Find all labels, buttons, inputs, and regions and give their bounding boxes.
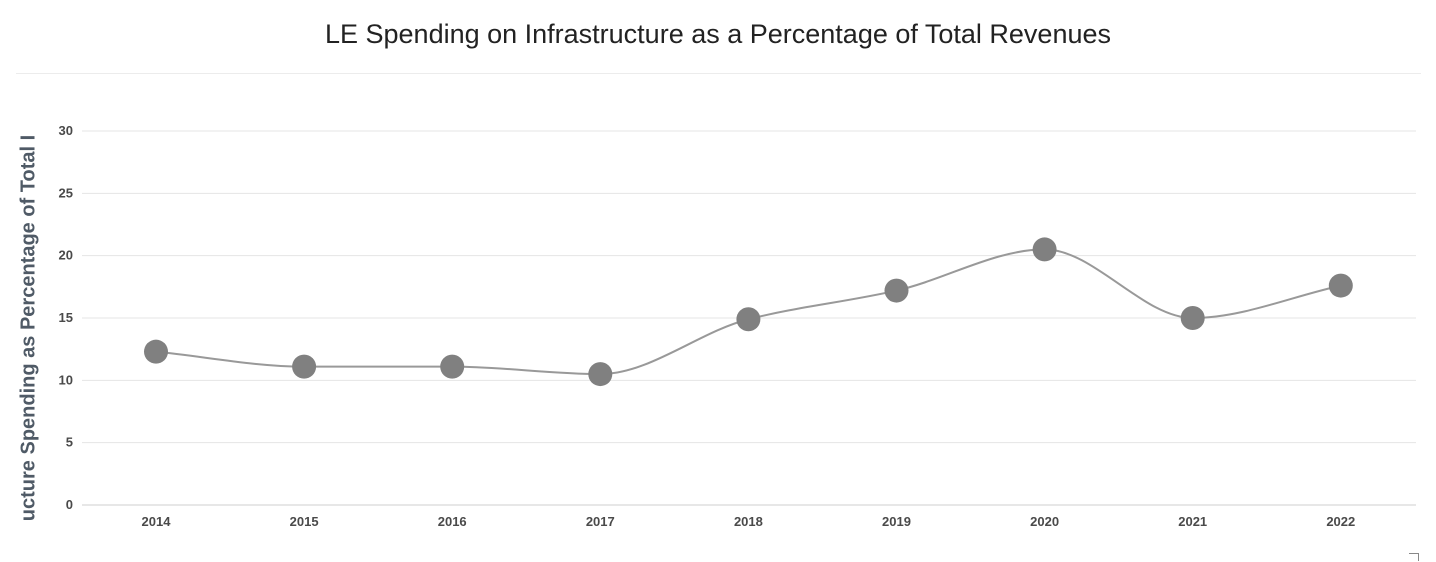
x-tick-label: 2022 xyxy=(1326,514,1355,529)
grid-layer xyxy=(82,130,1416,506)
x-tick-label: 2017 xyxy=(586,514,615,529)
data-point-2017[interactable] xyxy=(588,362,613,387)
x-tick-label: 2019 xyxy=(882,514,911,529)
data-point-2016[interactable] xyxy=(440,354,465,379)
data-point-2018[interactable] xyxy=(736,307,761,332)
y-tick-label: 15 xyxy=(59,310,73,325)
y-tick-label: 0 xyxy=(66,497,73,512)
data-point-2019[interactable] xyxy=(884,278,909,303)
y-tick-label: 10 xyxy=(59,372,73,387)
data-point-2014[interactable] xyxy=(144,339,168,364)
title-divider xyxy=(16,73,1421,74)
data-point-2021[interactable] xyxy=(1180,306,1205,330)
x-tick-label: 2015 xyxy=(290,514,319,529)
x-tick-label: 2020 xyxy=(1030,514,1059,529)
x-tick-label: 2021 xyxy=(1178,514,1207,529)
data-point-2020[interactable] xyxy=(1032,237,1057,262)
y-tick-label: 30 xyxy=(59,123,73,138)
point-layer xyxy=(144,237,1353,387)
data-point-2022[interactable] xyxy=(1328,273,1353,298)
y-tick-layer: 0 5 10 15 20 25 30 xyxy=(59,123,73,512)
chart-title: LE Spending on Infrastructure as a Perce… xyxy=(324,19,1111,49)
x-tick-label: 2014 xyxy=(142,514,172,529)
y-tick-label: 20 xyxy=(59,248,73,263)
resize-corner-icon xyxy=(1409,553,1419,561)
x-tick-label: 2018 xyxy=(734,514,763,529)
x-tick-label: 2016 xyxy=(438,514,467,529)
y-tick-label: 5 xyxy=(66,435,73,450)
data-point-2015[interactable] xyxy=(292,354,317,379)
x-tick-layer: 2014 2015 2016 2017 2018 2019 2020 2021 2022 xyxy=(142,514,1356,529)
y-tick-label: 25 xyxy=(59,185,73,200)
